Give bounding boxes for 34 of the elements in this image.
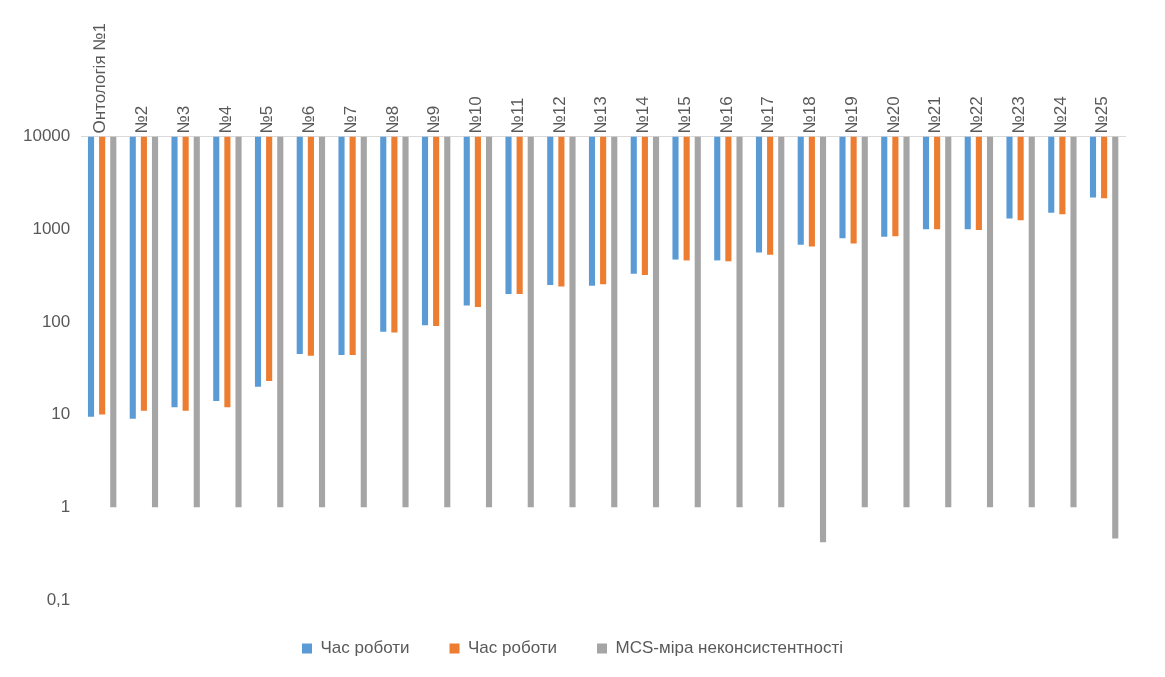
x-tick-label: №3 [173,105,193,134]
x-tick-label: №13 [591,96,611,134]
x-tick-label: №14 [633,96,653,134]
legend-label: MCS-міра неконсистентності [615,638,844,658]
y-tick-label: 0,1 [46,589,71,609]
x-tick-label: №5 [257,105,277,134]
x-tick-label: №12 [549,96,569,134]
x-tick-label: №22 [967,96,987,134]
legend-label: Час роботи [320,638,410,658]
y-tick-label: 10 [51,404,71,424]
x-tick-label: №20 [883,96,903,134]
x-tick-label: №2 [132,105,152,134]
legend-label: Час роботи [468,638,558,658]
x-tick-label: Онтологія №1 [90,23,110,134]
x-tick-label: №25 [1092,96,1112,134]
y-tick-label: 100 [41,311,71,331]
y-tick-label: 1000 [32,218,71,238]
x-tick-label: №18 [800,96,820,134]
x-tick-label: №4 [215,105,235,134]
x-tick-label: №23 [1008,96,1028,134]
x-tick-label: №16 [716,96,736,134]
x-tick-label: №24 [1050,96,1070,134]
x-tick-label: №17 [758,96,778,134]
y-tick-label: 1 [60,496,71,516]
y-tick-label: 10000 [22,126,71,146]
x-tick-label: №21 [925,96,945,134]
x-tick-label: №19 [841,96,861,134]
x-tick-label: №11 [507,97,527,134]
x-tick-label: №6 [299,105,319,134]
x-tick-label: №8 [382,105,402,134]
x-tick-label: №7 [340,105,360,134]
x-tick-label: №15 [674,96,694,134]
x-tick-label: №10 [466,96,486,134]
x-tick-label: №9 [424,105,444,134]
